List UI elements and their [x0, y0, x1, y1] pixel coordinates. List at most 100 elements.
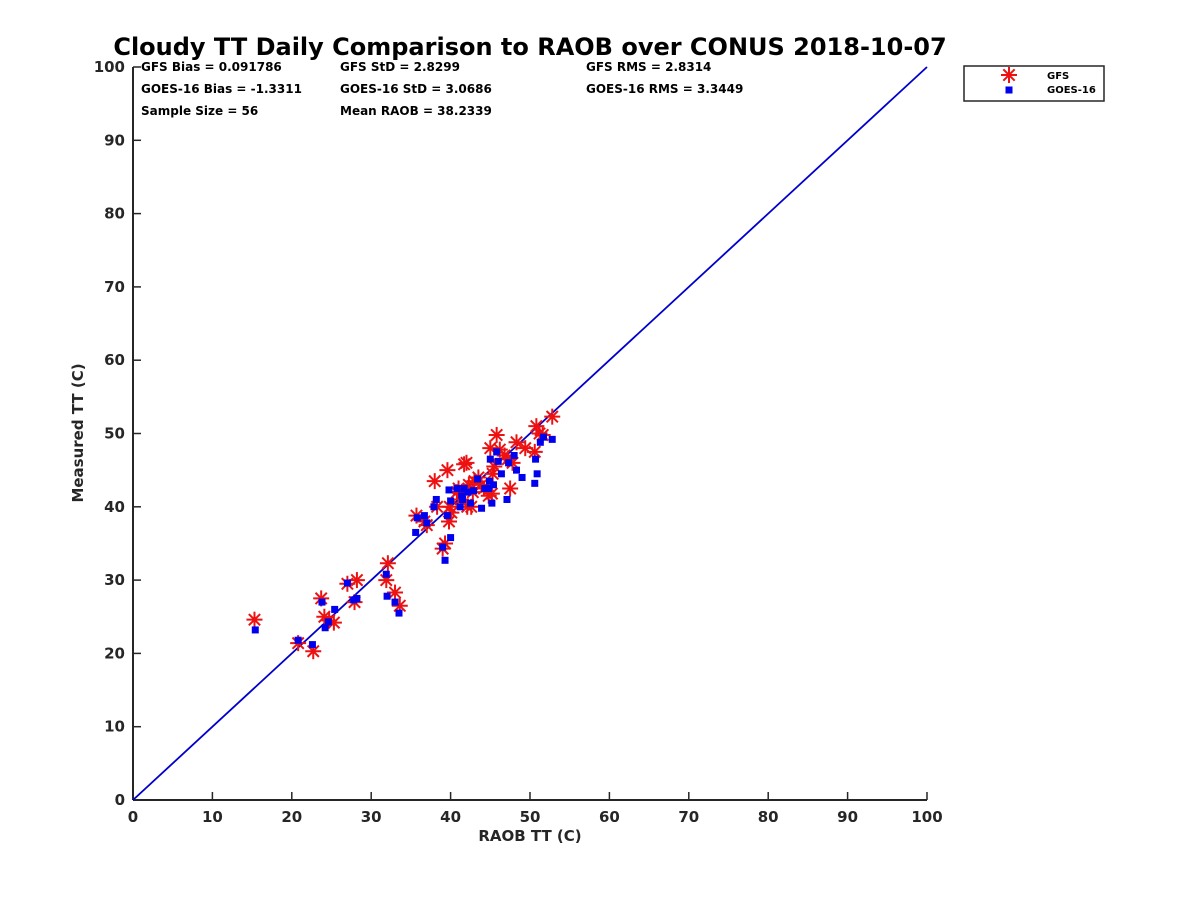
- goes-16-point: [505, 459, 513, 467]
- goes-16-point: [423, 519, 431, 527]
- legend-goes-square: [1005, 86, 1013, 94]
- one-to-one-line: [132, 66, 928, 801]
- goes-16-point: [536, 438, 544, 446]
- goes-16-point: [485, 484, 493, 492]
- y-tick-label: 80: [104, 205, 125, 223]
- x-tick-label: 50: [520, 808, 541, 826]
- stat-mean-raob: Mean RAOB = 38.2339: [340, 104, 492, 118]
- y-tick-label: 50: [104, 425, 125, 443]
- goes-16-point: [518, 473, 526, 481]
- stat-goes-std: GOES-16 StD = 3.0686: [340, 82, 492, 96]
- goes-16-point: [458, 492, 466, 500]
- legend-gfs-label: GFS: [1047, 71, 1069, 82]
- x-tick-label: 20: [281, 808, 302, 826]
- goes-16-point: [331, 605, 339, 613]
- goes-16-point: [395, 609, 403, 617]
- y-tick-label: 60: [104, 351, 125, 369]
- goes-16-point: [432, 495, 440, 503]
- gfs-point: [387, 584, 404, 601]
- goes-16-point: [489, 481, 497, 489]
- stat-goes-rms: GOES-16 RMS = 3.3449: [586, 82, 743, 96]
- goes-16-point: [513, 466, 521, 474]
- y-tick-label: 40: [104, 498, 125, 516]
- gfs-point: [544, 408, 561, 425]
- x-axis-label: RAOB TT (C): [478, 827, 581, 845]
- x-tick-label: 60: [599, 808, 620, 826]
- y-tick-label: 0: [115, 791, 125, 809]
- goes-16-point: [474, 475, 482, 483]
- goes-16-point: [294, 636, 302, 644]
- goes-16-point: [478, 504, 486, 512]
- goes-16-point: [456, 503, 464, 511]
- goes-16-point: [539, 433, 547, 441]
- goes-16-point: [441, 556, 449, 564]
- goes-16-point: [391, 598, 399, 606]
- x-tick-label: 80: [758, 808, 779, 826]
- axes: 0 10 20 30 40 50 60 70 80 90 100 0 10 20 30 40 50 60 70 80 9…: [94, 58, 943, 826]
- goes-16-point: [420, 512, 428, 520]
- goes-16-point: [383, 592, 391, 600]
- goes-16-point: [453, 484, 461, 492]
- goes-16-point: [412, 528, 420, 536]
- goes-16-point: [533, 470, 541, 478]
- x-tick-label: 70: [678, 808, 699, 826]
- goes-16-point: [486, 455, 494, 463]
- x-tick-label: 100: [911, 808, 942, 826]
- legend: GFS GOES-16: [963, 65, 1105, 102]
- goes-16-point: [532, 455, 540, 463]
- goes-16-point: [430, 503, 438, 511]
- y-tick-label: 90: [104, 131, 125, 149]
- goes-16-point: [321, 624, 329, 632]
- goes-16-point: [445, 486, 453, 494]
- gfs-point: [439, 462, 456, 479]
- goes-16-point: [488, 499, 496, 507]
- goes-16-point: [353, 594, 361, 602]
- goes-16-point: [494, 457, 502, 465]
- stat-gfs-rms: GFS RMS = 2.8314: [586, 60, 711, 74]
- y-tick-label: 10: [104, 718, 125, 736]
- goes-16-point: [382, 570, 390, 578]
- x-tick-label: 30: [361, 808, 382, 826]
- legend-goes-marker: [1005, 86, 1013, 94]
- stat-gfs-bias: GFS Bias = 0.091786: [141, 60, 282, 74]
- goes-16-point: [413, 514, 421, 522]
- goes-16-point: [466, 499, 474, 507]
- data-marks: [246, 408, 561, 660]
- goes-16-point: [486, 477, 494, 485]
- goes-16-point: [548, 435, 556, 443]
- y-tick-label: 100: [94, 58, 125, 76]
- stats-block: GFS Bias = 0.091786 GFS StD = 2.8299 GFS…: [141, 60, 743, 118]
- gfs-point: [526, 443, 543, 460]
- gfs-point: [379, 555, 396, 572]
- goes-16-point: [503, 495, 511, 503]
- legend-box: [963, 65, 1105, 102]
- goes-16-point: [464, 488, 472, 496]
- goes-16-point: [531, 479, 539, 487]
- y-axis-label: Measured TT (C): [69, 363, 87, 502]
- x-tick-label: 10: [202, 808, 223, 826]
- goes-16-point: [481, 484, 489, 492]
- reference-line-group: [132, 66, 928, 801]
- x-tick-label: 90: [837, 808, 858, 826]
- goes-16-point: [443, 512, 451, 520]
- goes-16-point: [447, 497, 455, 505]
- y-tick-label: 20: [104, 644, 125, 662]
- stat-sample-size: Sample Size = 56: [141, 104, 258, 118]
- legend-gfs-asterisk: [1001, 67, 1017, 83]
- gfs-point: [348, 572, 365, 589]
- gfs-point: [426, 473, 443, 490]
- gfs-point: [246, 611, 263, 628]
- goes-16-point: [497, 470, 505, 478]
- gfs-point: [508, 434, 525, 451]
- goes-16-point: [251, 626, 259, 634]
- legend-gfs-marker: [1001, 67, 1017, 83]
- goes-16-point: [318, 598, 326, 606]
- gfs-point: [458, 454, 475, 471]
- goes-16-point: [510, 451, 518, 459]
- goes-16-point: [460, 484, 468, 492]
- goes-16-point: [308, 641, 316, 649]
- x-tick-label: 0: [128, 808, 138, 826]
- x-tick-label: 40: [440, 808, 461, 826]
- goes-16-point: [439, 543, 447, 551]
- gfs-point: [488, 426, 505, 443]
